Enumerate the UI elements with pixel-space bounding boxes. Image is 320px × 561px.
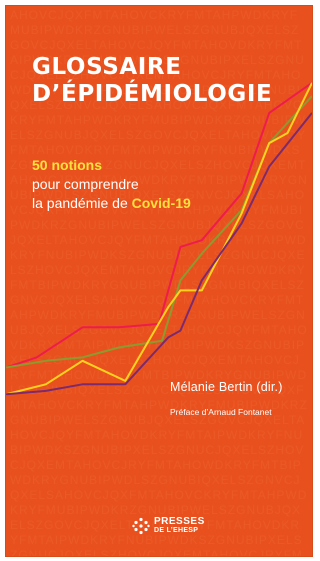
publisher-name: PRESSES DE L’EHESP xyxy=(154,517,205,535)
publisher-logo: PRESSES DE L’EHESP xyxy=(132,517,205,535)
dot-cluster-icon xyxy=(132,517,150,535)
subtitle-line-3: la pandémie de Covid-19 xyxy=(32,194,191,213)
subtitle-covid-highlight: Covid-19 xyxy=(131,195,191,211)
subtitle-line-3-prefix: la pandémie de xyxy=(32,195,132,211)
epidemic-curve-line-3 xyxy=(6,82,312,396)
book-cover: AHOVCJQXFMTAHOVCKRYFMTAHPWDKRYFMUBIPWDKR… xyxy=(6,6,312,556)
publisher-name-line-2: DE L’EHESP xyxy=(154,527,199,534)
epidemic-curve-line-2 xyxy=(6,95,312,369)
epidemic-curve-line-1 xyxy=(6,81,312,369)
epidemic-curves-illustration xyxy=(6,81,312,396)
subtitle-highlight: 50 notions xyxy=(32,157,103,173)
book-title-line-1: GLOSSAIRE xyxy=(32,54,182,80)
subtitle-line-2: pour comprendre xyxy=(32,176,139,192)
book-title: GLOSSAIRE D’ÉPIDÉMIOLOGIE xyxy=(32,54,272,108)
author-name: Mélanie Bertin (dir.) xyxy=(170,380,283,394)
epidemic-curve-line-4 xyxy=(6,112,312,396)
publisher-name-line-1: PRESSES xyxy=(154,516,205,527)
book-title-line-2: D’ÉPIDÉMIOLOGIE xyxy=(32,81,273,107)
book-subtitle: 50 notions pour comprendre la pandémie d… xyxy=(32,156,191,213)
preface-credit: Préface d’Arnaud Fontanet xyxy=(170,407,272,417)
